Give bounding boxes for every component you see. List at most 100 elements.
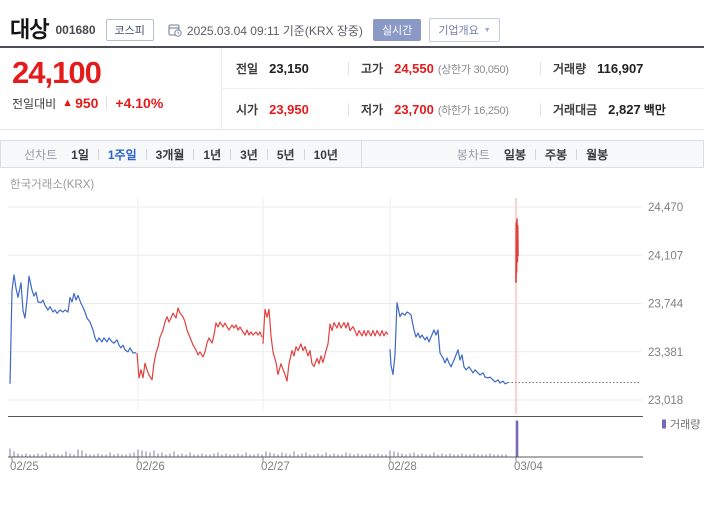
- table-row: 시가 23,950 저가 23,700 (하한가 16,250) 거래대금 2,827 백만: [222, 89, 704, 129]
- realtime-toggle[interactable]: 실시간: [372, 19, 422, 41]
- cell-value: 2,827: [608, 101, 641, 117]
- tab-3년[interactable]: 3년: [240, 147, 258, 162]
- tab-일봉[interactable]: 일봉: [503, 147, 527, 162]
- volume-bar: [429, 454, 431, 457]
- volume-spike-bar: [515, 420, 519, 457]
- divider: [193, 148, 195, 160]
- stock-name: 대상: [10, 17, 49, 42]
- volume-bar: [269, 452, 271, 457]
- volume-bar: [105, 454, 107, 457]
- volume-bar: [397, 452, 399, 457]
- current-price: 24,100: [12, 55, 102, 90]
- tab-주봉[interactable]: 주봉: [545, 147, 568, 162]
- company-overview-button[interactable]: 기업개요 ▼: [429, 18, 500, 42]
- volume-bar: [285, 453, 287, 457]
- volume-bar: [61, 454, 63, 457]
- cell-value: 116,907: [597, 60, 644, 76]
- divider: [230, 148, 232, 160]
- volume-bar: [233, 454, 235, 457]
- volume-bar: [433, 452, 435, 457]
- volume-bar: [29, 454, 31, 457]
- volume-bar: [117, 453, 119, 457]
- volume-bar: [489, 453, 491, 457]
- volume-bar: [341, 454, 343, 457]
- volume-bar: [369, 453, 371, 457]
- tab-5년[interactable]: 5년: [276, 147, 295, 162]
- volume-bar: [365, 454, 367, 457]
- volume-bar: [485, 454, 487, 457]
- volume-bar: [445, 454, 447, 457]
- volume-bar: [25, 453, 27, 457]
- volume-bar: [173, 451, 175, 457]
- divider: [106, 97, 108, 110]
- volume-bar: [93, 454, 95, 457]
- volume-bar: [389, 450, 391, 457]
- cell-label: 저가: [361, 102, 384, 117]
- volume-bar: [153, 450, 155, 457]
- tab-1일[interactable]: 1일: [71, 147, 89, 162]
- tab-10년[interactable]: 10년: [313, 147, 338, 162]
- volume-bar: [261, 454, 263, 457]
- tab-1주일[interactable]: 1주일: [107, 147, 137, 162]
- divider: [348, 61, 349, 75]
- volume-bar: [197, 454, 199, 457]
- volume-bar: [409, 453, 411, 457]
- volume-bar: [337, 454, 339, 457]
- volume-bar: [209, 454, 211, 457]
- table-cell-고가: 고가 24,550 (상한가 30,050): [361, 60, 540, 77]
- volume-bar: [21, 454, 23, 457]
- volume-bar: [289, 454, 291, 457]
- quote-datetime: 2025.03.04 09:11 기준(KRX 장중): [186, 23, 363, 38]
- volume-bar: [273, 453, 275, 457]
- volume-bar: [193, 454, 195, 457]
- volume-bar: [73, 454, 75, 457]
- divider: [576, 148, 578, 160]
- volume-bar: [321, 454, 323, 457]
- volume-bar: [437, 454, 439, 457]
- volume-bar: [449, 453, 451, 457]
- table-cell-저가: 저가 23,700 (하한가 16,250): [361, 101, 540, 118]
- volume-bar: [217, 452, 219, 457]
- price-line-02/28: [389, 302, 509, 385]
- volume-bar: [393, 451, 395, 457]
- volume-bar: [361, 454, 363, 457]
- volume-bar: [313, 454, 315, 457]
- volume-bar: [221, 454, 223, 457]
- tab-1년[interactable]: 1년: [203, 147, 222, 162]
- volume-bar: [481, 454, 483, 457]
- up-triangle-icon: ▲: [62, 97, 74, 110]
- volume-bar: [41, 454, 43, 457]
- tab-월봉[interactable]: 월봉: [586, 147, 609, 162]
- volume-bar: [53, 453, 55, 457]
- volume-bar: [33, 454, 35, 457]
- volume-bar: [145, 451, 147, 457]
- cell-label: 거래대금: [553, 102, 598, 117]
- volume-legend-label: 거래량: [670, 418, 700, 431]
- volume-bar: [109, 452, 111, 457]
- volume-bar: [213, 453, 215, 457]
- volume-bar: [141, 450, 143, 457]
- divider: [535, 148, 537, 160]
- price-line-02/25: [9, 274, 136, 384]
- volume-bar: [309, 454, 311, 457]
- volume-bar: [417, 454, 419, 457]
- chart-period-tabbar: 선차트 1일 1주일 3개월 1년 3년 5년 10년 봉차트 일봉 주봉 월봉: [0, 140, 704, 168]
- x-tick-label: 02/25: [10, 461, 39, 473]
- volume-bar: [277, 454, 279, 457]
- cell-label: 거래량: [553, 61, 587, 76]
- volume-bar: [333, 453, 335, 457]
- x-tick-label: 02/28: [388, 461, 417, 473]
- volume-bar: [77, 449, 79, 457]
- cell-label: 전일: [236, 61, 259, 76]
- price-line-03/04: [515, 218, 519, 283]
- y-tick-label: 24,470: [648, 202, 683, 214]
- volume-bar: [441, 453, 443, 457]
- volume-bar: [181, 453, 183, 457]
- y-tick-label: 23,744: [648, 299, 684, 311]
- divider: [348, 102, 349, 116]
- volume-bar: [157, 453, 159, 457]
- volume-bar: [69, 453, 71, 457]
- change-label: 전일대비: [12, 96, 57, 111]
- tab-3개월[interactable]: 3개월: [155, 147, 185, 162]
